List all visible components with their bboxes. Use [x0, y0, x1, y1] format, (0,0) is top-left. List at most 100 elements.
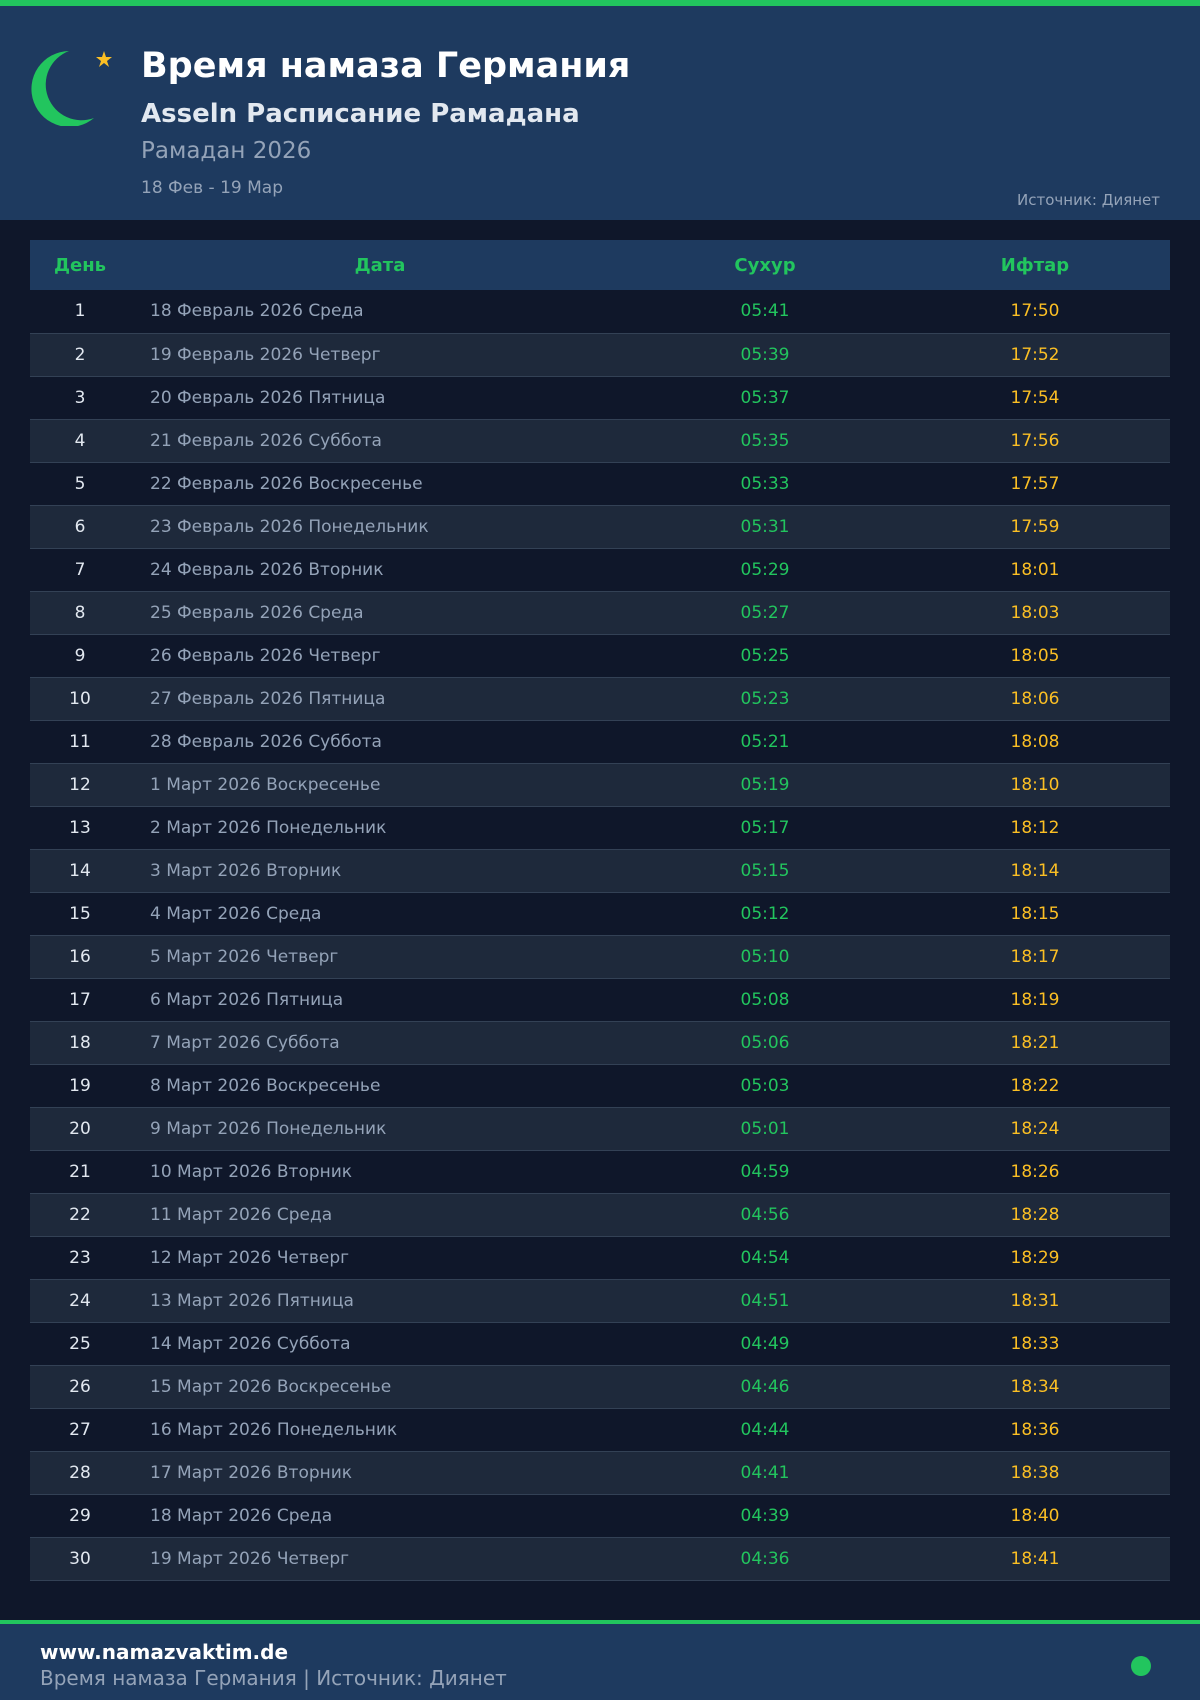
- day-cell: 28: [30, 1451, 130, 1495]
- date-cell: 17 Март 2026 Вторник: [130, 1451, 630, 1495]
- day-cell: 23: [30, 1236, 130, 1280]
- table-row: 19 8 Март 2026 Воскресенье 05:03 18:22: [30, 1064, 1170, 1108]
- iftar-cell: 17:50: [900, 290, 1170, 334]
- footer-site-link[interactable]: www.namazvaktim.de: [40, 1640, 289, 1664]
- suhur-cell: 05:25: [630, 634, 900, 678]
- table-row: 4 21 Февраль 2026 Суббота 05:35 17:56: [30, 419, 1170, 463]
- date-cell: 9 Март 2026 Понедельник: [130, 1107, 630, 1151]
- iftar-cell: 18:19: [900, 978, 1170, 1022]
- date-cell: 4 Март 2026 Среда: [130, 892, 630, 936]
- table-row: 10 27 Февраль 2026 Пятница 05:23 18:06: [30, 677, 1170, 721]
- suhur-cell: 04:51: [630, 1279, 900, 1323]
- table-row: 3 20 Февраль 2026 Пятница 05:37 17:54: [30, 376, 1170, 420]
- iftar-cell: 18:34: [900, 1365, 1170, 1409]
- date-cell: 22 Февраль 2026 Воскресенье: [130, 462, 630, 506]
- date-cell: 3 Март 2026 Вторник: [130, 849, 630, 893]
- iftar-cell: 18:15: [900, 892, 1170, 936]
- day-cell: 5: [30, 462, 130, 506]
- iftar-cell: 18:08: [900, 720, 1170, 764]
- table-row: 25 14 Март 2026 Суббота 04:49 18:33: [30, 1322, 1170, 1366]
- day-cell: 21: [30, 1150, 130, 1194]
- iftar-cell: 18:26: [900, 1150, 1170, 1194]
- iftar-cell: 18:05: [900, 634, 1170, 678]
- iftar-cell: 17:57: [900, 462, 1170, 506]
- suhur-cell: 04:46: [630, 1365, 900, 1409]
- table-row: 12 1 Март 2026 Воскресенье 05:19 18:10: [30, 763, 1170, 807]
- suhur-cell: 05:39: [630, 333, 900, 377]
- suhur-cell: 04:56: [630, 1193, 900, 1237]
- suhur-cell: 05:23: [630, 677, 900, 721]
- ramadan-year: Рамадан 2026: [141, 138, 312, 164]
- table-row: 7 24 Февраль 2026 Вторник 05:29 18:01: [30, 548, 1170, 592]
- day-cell: 22: [30, 1193, 130, 1237]
- suhur-cell: 05:10: [630, 935, 900, 979]
- page-subtitle: Asseln Расписание Рамадана: [141, 99, 580, 129]
- day-cell: 15: [30, 892, 130, 936]
- suhur-cell: 04:41: [630, 1451, 900, 1495]
- ramadan-schedule-table: День Дата Сухур Ифтар 1 18 Февраль 2026 С…: [30, 240, 1170, 1581]
- suhur-cell: 05:41: [630, 290, 900, 334]
- day-cell: 14: [30, 849, 130, 893]
- table-row: 18 7 Март 2026 Суббота 05:06 18:21: [30, 1021, 1170, 1065]
- table-row: 11 28 Февраль 2026 Суббота 05:21 18:08: [30, 720, 1170, 764]
- day-cell: 9: [30, 634, 130, 678]
- iftar-cell: 18:28: [900, 1193, 1170, 1237]
- day-cell: 7: [30, 548, 130, 592]
- table-row: 16 5 Март 2026 Четверг 05:10 18:17: [30, 935, 1170, 979]
- date-cell: 19 Февраль 2026 Четверг: [130, 333, 630, 377]
- table-row: 1 18 Февраль 2026 Среда 05:41 17:50: [30, 290, 1170, 334]
- day-cell: 10: [30, 677, 130, 721]
- day-cell: 19: [30, 1064, 130, 1108]
- day-cell: 11: [30, 720, 130, 764]
- table-row: 22 11 Март 2026 Среда 04:56 18:28: [30, 1193, 1170, 1237]
- table-row: 13 2 Март 2026 Понедельник 05:17 18:12: [30, 806, 1170, 850]
- top-accent-bar: [0, 0, 1200, 6]
- day-cell: 1: [30, 290, 130, 334]
- suhur-cell: 05:17: [630, 806, 900, 850]
- iftar-cell: 18:40: [900, 1494, 1170, 1538]
- date-cell: 6 Март 2026 Пятница: [130, 978, 630, 1022]
- suhur-cell: 04:59: [630, 1150, 900, 1194]
- suhur-cell: 05:35: [630, 419, 900, 463]
- date-cell: 18 Март 2026 Среда: [130, 1494, 630, 1538]
- day-cell: 8: [30, 591, 130, 635]
- iftar-cell: 18:21: [900, 1021, 1170, 1065]
- table-header-row: День Дата Сухур Ифтар: [30, 240, 1170, 290]
- day-cell: 17: [30, 978, 130, 1022]
- date-cell: 14 Март 2026 Суббота: [130, 1322, 630, 1366]
- iftar-cell: 18:01: [900, 548, 1170, 592]
- page-header: Время намаза Германия Asseln Расписание …: [0, 6, 1200, 220]
- suhur-cell: 05:08: [630, 978, 900, 1022]
- suhur-cell: 05:21: [630, 720, 900, 764]
- day-cell: 16: [30, 935, 130, 979]
- suhur-cell: 05:31: [630, 505, 900, 549]
- column-header-day: День: [30, 240, 130, 290]
- footer-text: Время намаза Германия | Источник: Диянет: [40, 1666, 507, 1690]
- iftar-cell: 18:29: [900, 1236, 1170, 1280]
- source-label: Источник: Диянет: [1017, 191, 1160, 209]
- status-dot-icon: [1131, 1656, 1151, 1676]
- date-cell: 11 Март 2026 Среда: [130, 1193, 630, 1237]
- iftar-cell: 17:56: [900, 419, 1170, 463]
- suhur-cell: 05:19: [630, 763, 900, 807]
- iftar-cell: 18:06: [900, 677, 1170, 721]
- date-cell: 12 Март 2026 Четверг: [130, 1236, 630, 1280]
- table-row: 20 9 Март 2026 Понедельник 05:01 18:24: [30, 1107, 1170, 1151]
- date-cell: 27 Февраль 2026 Пятница: [130, 677, 630, 721]
- iftar-cell: 18:41: [900, 1537, 1170, 1581]
- page-title: Время намаза Германия: [141, 46, 631, 86]
- day-cell: 26: [30, 1365, 130, 1409]
- table-row: 2 19 Февраль 2026 Четверг 05:39 17:52: [30, 333, 1170, 377]
- page-footer: www.namazvaktim.de Время намаза Германия…: [0, 1620, 1200, 1700]
- suhur-cell: 05:03: [630, 1064, 900, 1108]
- iftar-cell: 18:24: [900, 1107, 1170, 1151]
- table-row: 24 13 Март 2026 Пятница 04:51 18:31: [30, 1279, 1170, 1323]
- suhur-cell: 04:39: [630, 1494, 900, 1538]
- day-cell: 24: [30, 1279, 130, 1323]
- day-cell: 4: [30, 419, 130, 463]
- table-row: 17 6 Март 2026 Пятница 05:08 18:19: [30, 978, 1170, 1022]
- table-row: 6 23 Февраль 2026 Понедельник 05:31 17:59: [30, 505, 1170, 549]
- day-cell: 6: [30, 505, 130, 549]
- column-header-iftar: Ифтар: [900, 240, 1170, 290]
- table-row: 9 26 Февраль 2026 Четверг 05:25 18:05: [30, 634, 1170, 678]
